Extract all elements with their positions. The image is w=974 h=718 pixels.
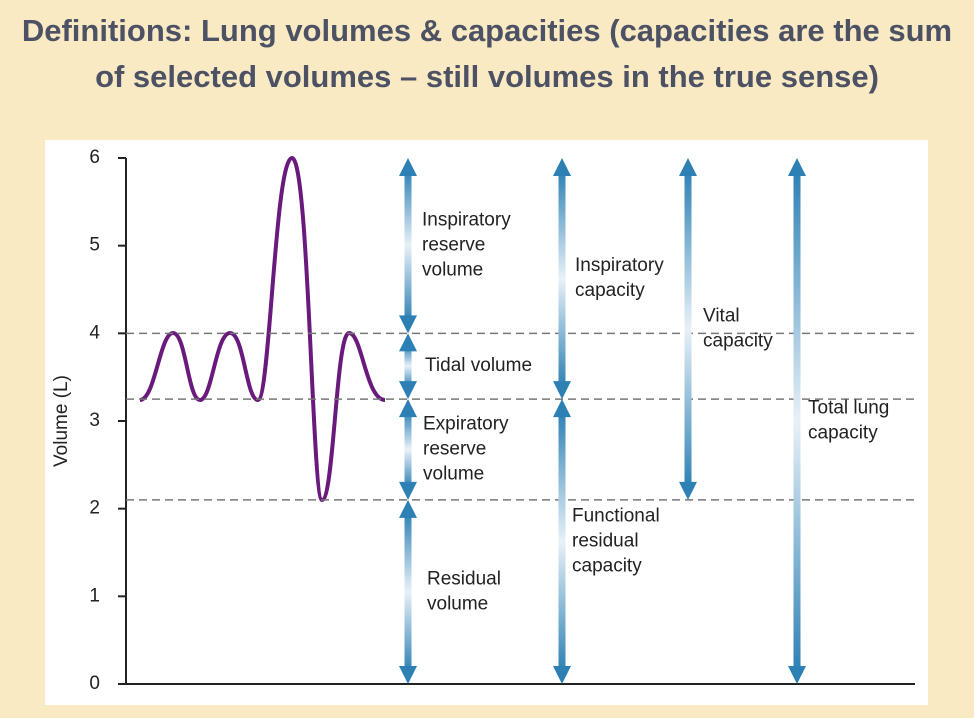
arrow-head: [553, 399, 571, 418]
arrow-head: [553, 666, 571, 684]
arrow-head: [399, 481, 417, 500]
y-tick-label: 3: [89, 410, 100, 431]
arrow-head: [679, 158, 697, 176]
volume-arrow: [404, 411, 412, 488]
arrow-head: [553, 381, 571, 400]
panel: [45, 140, 928, 705]
arrow-head: [788, 666, 806, 684]
arrow-label: volume: [427, 593, 488, 614]
arrow-label: capacity: [703, 330, 773, 351]
arrow-head: [399, 399, 417, 418]
y-tick-label: 6: [89, 147, 100, 168]
arrow-head: [399, 499, 417, 518]
arrow-label: volume: [423, 464, 484, 485]
arrow-label: reserve: [422, 235, 485, 256]
slide-title: Definitions: Lung volumes & capacities (…: [21, 13, 953, 94]
arrow-label: Total lung: [808, 398, 889, 419]
arrow-label: residual: [572, 531, 639, 552]
spirogram-trace: [139, 155, 386, 503]
volume-arrow: [684, 170, 692, 488]
arrow-label: Tidal volume: [425, 355, 532, 376]
arrow-label: Residual: [427, 568, 501, 589]
y-tick-label: 0: [89, 673, 100, 694]
arrow-label: capacity: [572, 556, 642, 577]
y-tick-label: 5: [89, 235, 100, 256]
volume-arrow: [558, 170, 566, 388]
arrow-label: capacity: [575, 280, 645, 301]
volume-arrow: [793, 170, 801, 672]
arrow-label: volume: [422, 260, 483, 281]
y-axis-label: Volume (L): [51, 375, 72, 467]
arrow-label: Functional: [572, 506, 660, 527]
plot: 0 1 2 3 4 5 6 Inspiratory reserve volume Tidal vol…: [89, 147, 915, 694]
arrow-head: [788, 158, 806, 176]
arrow-head: [399, 666, 417, 684]
arrow-label: reserve: [423, 439, 486, 460]
arrow-label: Vital: [703, 305, 740, 326]
volume-arrow: [404, 511, 412, 672]
arrow-label: Inspiratory: [575, 255, 664, 276]
arrow-head: [399, 315, 417, 334]
arrow-label: Inspiratory: [422, 210, 511, 231]
volume-arrow: [558, 411, 566, 672]
arrow-head: [399, 333, 417, 352]
arrow-head: [399, 381, 417, 400]
volume-arrow: [404, 345, 412, 388]
y-tick-label: 1: [89, 585, 100, 606]
arrow-head: [399, 158, 417, 176]
arrow-head: [679, 481, 697, 500]
arrow-head: [553, 158, 571, 176]
y-tick-label: 2: [89, 498, 100, 519]
arrow-label: capacity: [808, 423, 878, 444]
y-tick-label: 4: [89, 322, 100, 343]
arrow-label: Expiratory: [423, 414, 509, 435]
volume-arrow: [404, 170, 412, 322]
